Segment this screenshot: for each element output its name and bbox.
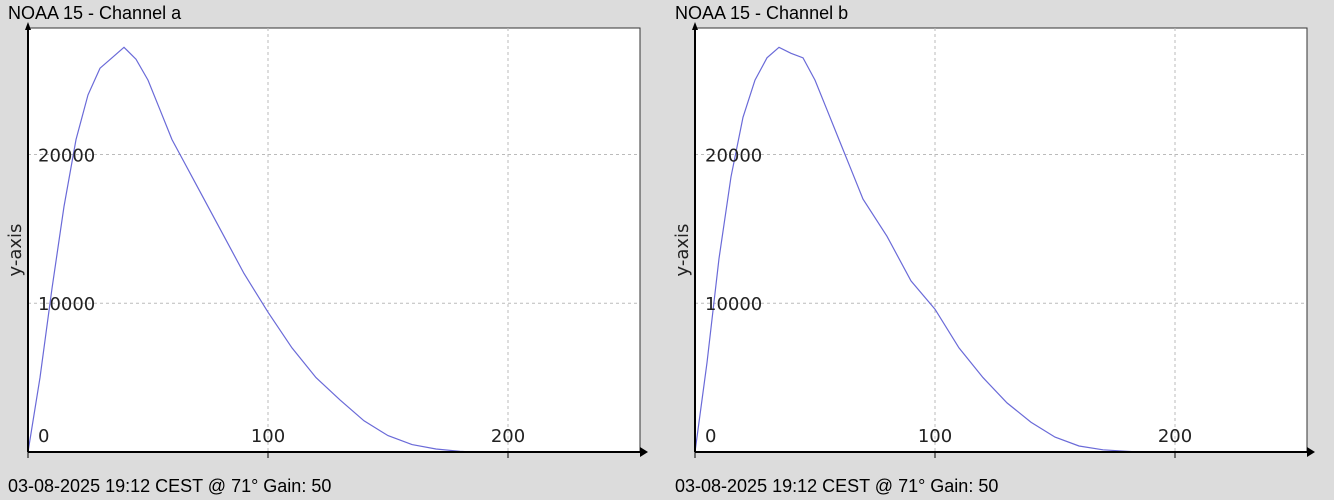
data-line xyxy=(27,46,473,453)
x-axis-arrow xyxy=(1307,447,1315,457)
chart-footer: 03-08-2025 19:12 CEST @ 71° Gain: 50 xyxy=(675,476,999,496)
x-tick-label: 100 xyxy=(251,426,285,447)
x-tick-label: 200 xyxy=(1158,426,1192,447)
y-axis-title: y-axis xyxy=(672,224,693,277)
data-line xyxy=(694,46,1140,453)
y-tick-label: 10000 xyxy=(38,294,95,315)
x-tick-label: 100 xyxy=(918,426,952,447)
plot-area xyxy=(27,27,641,453)
plot-area xyxy=(694,27,1308,453)
chart-title: NOAA 15 - Channel b xyxy=(675,3,849,23)
chart-title: NOAA 15 - Channel a xyxy=(8,3,182,23)
y-axis-arrow xyxy=(25,22,31,30)
x-tick-label: 0 xyxy=(38,426,49,447)
chart-footer: 03-08-2025 19:12 CEST @ 71° Gain: 50 xyxy=(8,476,332,496)
y-tick-label: 20000 xyxy=(38,145,95,166)
x-tick-label: 200 xyxy=(491,426,525,447)
chart-a: 0 100 200 10000 20000 y-axis xyxy=(5,22,648,458)
chart-panel-a: NOAA 15 - Channel a 0 100 200 10000 20000 y-a… xyxy=(5,0,648,500)
y-axis-arrow xyxy=(692,22,698,30)
y-tick-label: 10000 xyxy=(705,294,762,315)
chart-panel-b: NOAA 15 - Channel b 0 100 200 10000 20000 y-a… xyxy=(672,0,1315,500)
chart-b: 0 100 200 10000 20000 y-axis xyxy=(672,22,1315,458)
x-axis-arrow xyxy=(640,447,648,457)
x-tick-label: 0 xyxy=(705,426,716,447)
y-axis-title: y-axis xyxy=(5,224,26,277)
y-tick-label: 20000 xyxy=(705,145,762,166)
